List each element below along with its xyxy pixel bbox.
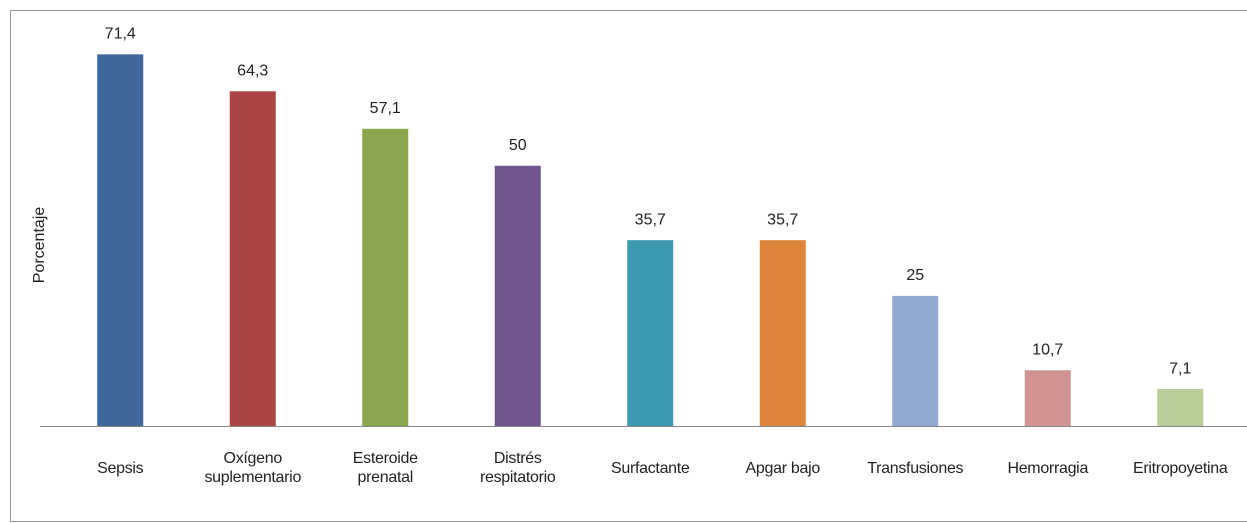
x-tick-label: Eritropoyetina <box>1132 459 1228 477</box>
x-tick-label: Esteroide prenatal <box>352 450 418 486</box>
x-tick-label: Oxígeno suplementario <box>204 450 302 486</box>
frame <box>10 10 1247 522</box>
data-label: 25 <box>906 267 924 284</box>
bar <box>1157 389 1204 426</box>
x-tick-label: Transfusiones <box>867 459 964 477</box>
data-label: 35,7 <box>767 211 798 228</box>
y-axis-label: Porcentaje <box>31 207 48 284</box>
x-tick-label: Hemorragia <box>1007 459 1089 477</box>
x-tick-label: Apgar bajo <box>745 459 821 477</box>
data-label: 50 <box>509 137 527 154</box>
data-label: 35,7 <box>635 211 666 228</box>
data-label: 71,4 <box>105 26 136 43</box>
data-label: 7,1 <box>1169 360 1191 377</box>
bar <box>494 165 541 426</box>
bar <box>97 54 144 426</box>
data-label: 10,7 <box>1032 342 1063 359</box>
bar <box>362 128 409 427</box>
bar <box>892 295 939 426</box>
x-tick-label: Sepsis <box>97 459 144 477</box>
bar <box>229 91 276 427</box>
data-label: 64,3 <box>237 63 268 80</box>
x-tick-label: Surfactante <box>610 459 690 477</box>
bar <box>627 240 674 426</box>
bar <box>1024 370 1071 426</box>
bar <box>759 240 806 426</box>
x-tick-label: Distrés respitatorio <box>479 450 556 486</box>
data-label: 57,1 <box>370 100 401 117</box>
